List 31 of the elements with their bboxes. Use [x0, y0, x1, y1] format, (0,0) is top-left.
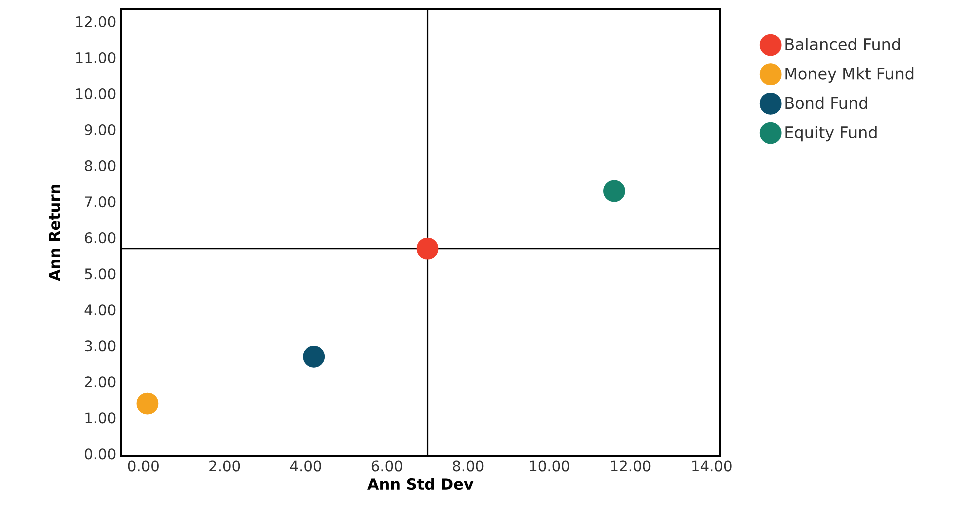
legend-label: Equity Fund	[786, 126, 877, 142]
point	[136, 392, 159, 415]
x-tick-label: 6.00	[372, 460, 402, 472]
y-tick-label: 8.00	[85, 160, 116, 172]
y-tick-label: 2.00	[85, 376, 116, 388]
x-tick-label: 14.00	[692, 460, 732, 472]
point	[416, 238, 439, 260]
x-tick-label: 12.00	[611, 460, 651, 472]
x-tick-label: 4.00	[290, 460, 322, 472]
y-tick-label: 12.00	[76, 16, 116, 28]
y-tick-label: 1.00	[86, 412, 116, 424]
y-tick-label: 9.00	[85, 124, 116, 136]
x-axis-title: Ann Std Dev	[368, 478, 474, 490]
point	[604, 180, 626, 202]
y-tick-label: 0.00	[85, 448, 116, 460]
y-tick-label: 6.00	[85, 232, 116, 244]
x-tick-label: 0.00	[128, 460, 159, 472]
x-tick-label: 8.00	[453, 460, 484, 472]
y-tick-label: 10.00	[76, 88, 116, 100]
legend-label: Bond Fund	[786, 96, 868, 110]
x-tick-label: 10.00	[530, 460, 570, 472]
y-tick-label: 5.00	[85, 268, 116, 280]
legend-label: Money Mkt Fund	[786, 68, 914, 83]
y-tick-label: 4.00	[84, 304, 116, 316]
y-tick-label: 3.00	[85, 340, 116, 352]
y-axis-title: Ann Return	[49, 185, 60, 282]
x-tick-label: 2.00	[210, 460, 240, 472]
y-tick-label: 11.00	[76, 52, 116, 64]
legend-label: Balanced Fund	[786, 38, 900, 51]
point	[303, 346, 326, 368]
y-tick-label: 7.00	[85, 196, 116, 208]
